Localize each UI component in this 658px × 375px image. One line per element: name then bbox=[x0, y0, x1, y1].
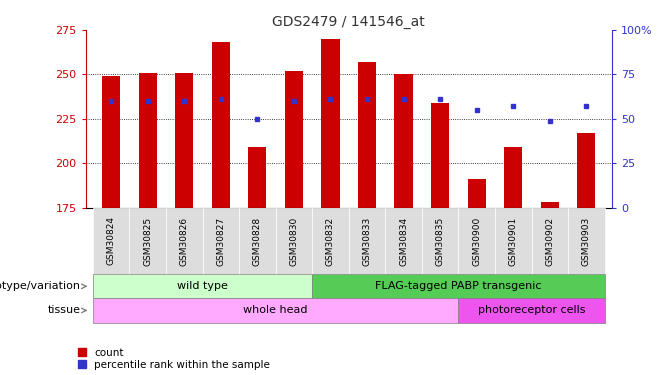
Title: GDS2479 / 141546_at: GDS2479 / 141546_at bbox=[272, 15, 425, 29]
Bar bbox=[459, 208, 495, 274]
Text: tissue: tissue bbox=[47, 306, 86, 315]
Bar bbox=[431, 103, 449, 208]
Text: GSM30825: GSM30825 bbox=[143, 216, 152, 266]
Bar bbox=[541, 202, 559, 208]
Text: GSM30901: GSM30901 bbox=[509, 216, 518, 266]
Text: GSM30833: GSM30833 bbox=[363, 216, 372, 266]
Bar bbox=[386, 208, 422, 274]
Bar bbox=[175, 73, 193, 208]
Text: GSM30835: GSM30835 bbox=[436, 216, 445, 266]
Text: GSM30902: GSM30902 bbox=[545, 216, 554, 266]
Text: GSM30826: GSM30826 bbox=[180, 216, 189, 266]
Bar bbox=[239, 208, 276, 274]
Bar bbox=[212, 42, 230, 208]
Text: GSM30900: GSM30900 bbox=[472, 216, 481, 266]
Text: genotype/variation: genotype/variation bbox=[0, 281, 86, 291]
Bar bbox=[459, 298, 605, 322]
Bar bbox=[349, 208, 386, 274]
Text: wild type: wild type bbox=[177, 281, 228, 291]
Bar bbox=[102, 76, 120, 208]
Bar bbox=[248, 147, 266, 208]
Text: GSM30827: GSM30827 bbox=[216, 216, 225, 266]
Bar bbox=[285, 71, 303, 208]
Bar bbox=[495, 208, 532, 274]
Text: GSM30832: GSM30832 bbox=[326, 216, 335, 266]
Bar bbox=[203, 208, 239, 274]
Bar bbox=[276, 208, 312, 274]
Bar bbox=[321, 39, 340, 208]
Text: GSM30824: GSM30824 bbox=[107, 216, 116, 266]
Legend: count, percentile rank within the sample: count, percentile rank within the sample bbox=[78, 348, 270, 370]
Text: photoreceptor cells: photoreceptor cells bbox=[478, 306, 585, 315]
Bar bbox=[358, 62, 376, 208]
Bar bbox=[93, 208, 130, 274]
Bar bbox=[93, 274, 312, 298]
Bar bbox=[93, 298, 459, 322]
Bar bbox=[468, 179, 486, 208]
Text: GSM30828: GSM30828 bbox=[253, 216, 262, 266]
Text: GSM30830: GSM30830 bbox=[290, 216, 299, 266]
Text: GSM30903: GSM30903 bbox=[582, 216, 591, 266]
Text: FLAG-tagged PABP transgenic: FLAG-tagged PABP transgenic bbox=[375, 281, 542, 291]
Bar bbox=[532, 208, 568, 274]
Text: whole head: whole head bbox=[243, 306, 308, 315]
Bar bbox=[394, 74, 413, 208]
Bar bbox=[568, 208, 605, 274]
Bar bbox=[139, 73, 157, 208]
Bar bbox=[422, 208, 459, 274]
Bar bbox=[130, 208, 166, 274]
Bar bbox=[577, 133, 595, 208]
Bar bbox=[166, 208, 203, 274]
Bar bbox=[312, 208, 349, 274]
Bar bbox=[312, 274, 605, 298]
Text: GSM30834: GSM30834 bbox=[399, 216, 408, 266]
Bar bbox=[504, 147, 522, 208]
